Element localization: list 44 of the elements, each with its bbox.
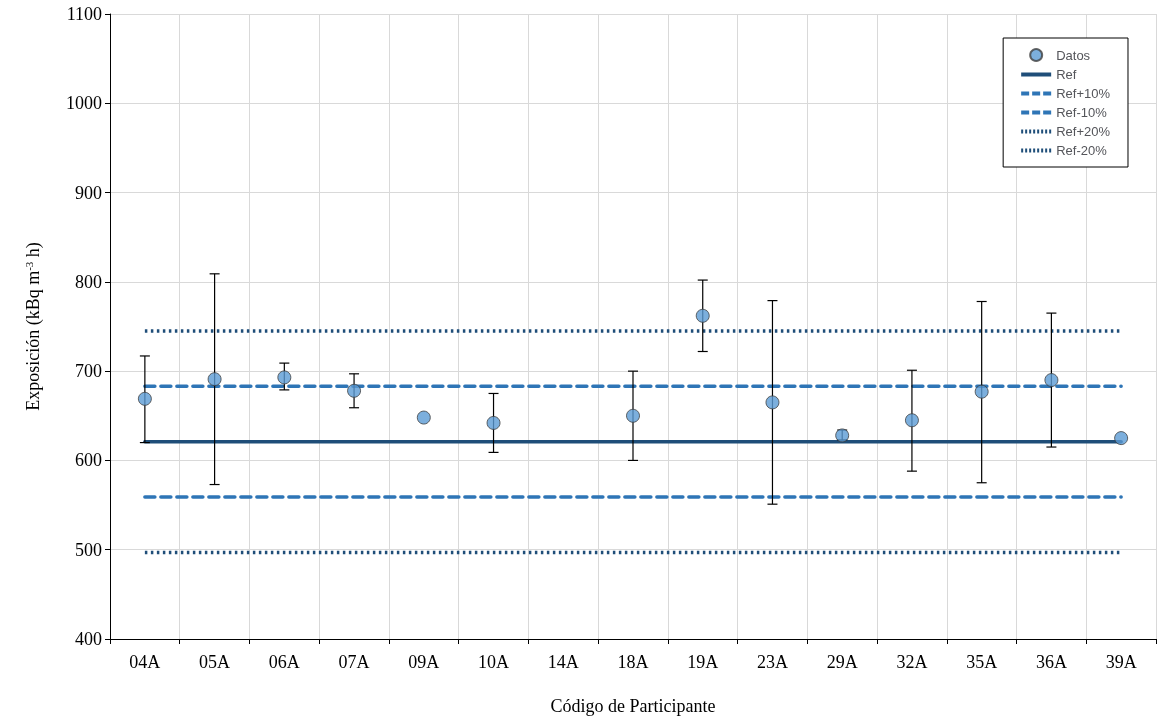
x-tick-label: 14A xyxy=(547,652,579,672)
point xyxy=(207,372,222,387)
y-tick-label: 900 xyxy=(75,182,102,203)
point xyxy=(904,413,919,428)
x-tick-label: 07A xyxy=(338,652,370,672)
y-tick-label: 1000 xyxy=(66,93,102,114)
point xyxy=(347,383,362,398)
legend-label: Ref xyxy=(1056,67,1077,82)
point xyxy=(695,308,710,323)
x-tick-label: 36A xyxy=(1035,652,1067,672)
x-tick-label: 23A xyxy=(756,652,788,672)
x-tick-label: 19A xyxy=(687,652,719,672)
point xyxy=(765,395,780,410)
legend-label: Ref-20% xyxy=(1056,143,1108,158)
x-tick-label: 04A xyxy=(129,652,161,672)
y-tick-label: 1100 xyxy=(66,4,102,24)
point xyxy=(277,370,292,385)
legend-label: Ref+10% xyxy=(1056,86,1111,101)
x-tick-label: 06A xyxy=(268,652,300,672)
legend-label: Ref-10% xyxy=(1056,105,1108,120)
x-tick-label: 09A xyxy=(408,652,440,672)
legend-label: Ref+20% xyxy=(1056,124,1111,139)
point xyxy=(974,384,989,399)
x-tick-label: 29A xyxy=(826,652,858,672)
x-tick-label: 32A xyxy=(896,652,928,672)
x-tick-label: 18A xyxy=(617,652,649,672)
y-tick-label: 500 xyxy=(75,539,102,560)
y-axis-title: Exposición (kBq m-3 h) xyxy=(22,242,44,411)
x-tick-label: 39A xyxy=(1105,652,1137,672)
x-tick-label: 35A xyxy=(966,652,998,672)
y-tick-label: 600 xyxy=(75,450,102,471)
point xyxy=(137,391,152,406)
x-tick-label: 10A xyxy=(478,652,510,672)
point xyxy=(626,408,640,423)
x-axis-title: Código de Participante xyxy=(550,696,716,716)
y-tick-label: 700 xyxy=(75,361,102,382)
point xyxy=(1114,431,1129,446)
x-tick-label: 05A xyxy=(199,652,231,672)
y-tick-label: 800 xyxy=(75,271,102,292)
point xyxy=(1044,373,1059,388)
legend-label: Datos xyxy=(1056,47,1091,63)
point xyxy=(486,415,501,430)
y-tick-label: 400 xyxy=(75,629,102,649)
point xyxy=(416,410,431,425)
